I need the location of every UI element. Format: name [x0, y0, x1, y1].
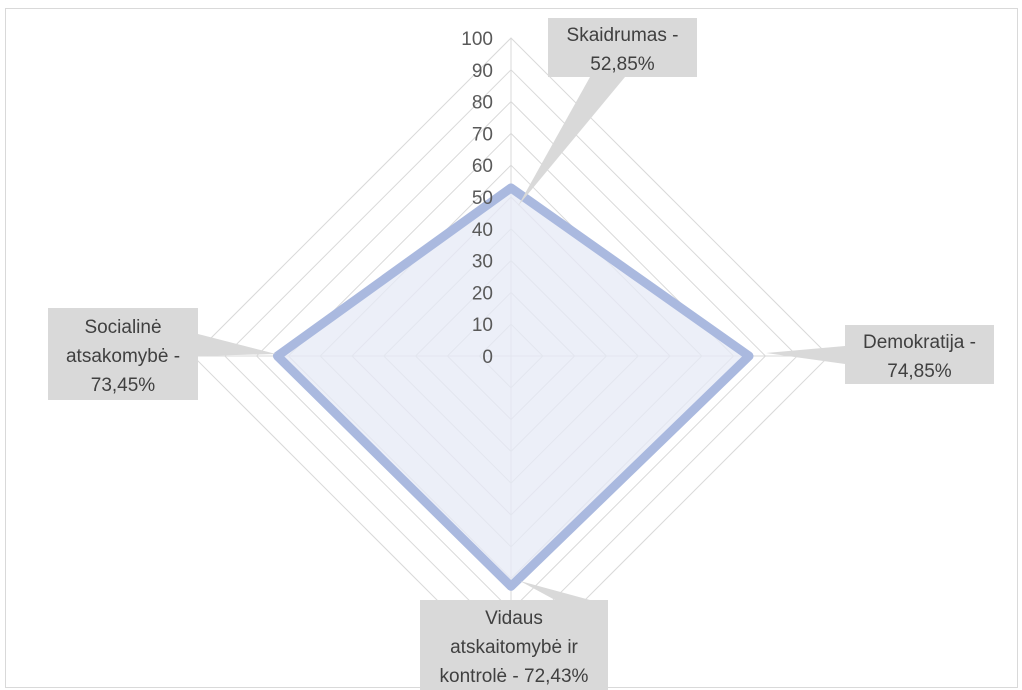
callout-pointer — [520, 581, 590, 600]
data-label-text: 73,45% — [91, 375, 156, 396]
tick-labels: 0 10 20 30 40 50 60 70 80 90 100 — [461, 29, 493, 368]
data-label-text: 74,85% — [887, 361, 952, 382]
tick-label: 10 — [472, 315, 493, 336]
tick-label: 0 — [482, 347, 493, 368]
callout-box — [845, 325, 994, 384]
data-label-text: Skaidrumas - — [567, 25, 679, 46]
tick-label: 100 — [461, 29, 493, 50]
data-label-text: atsakomybė - — [66, 346, 180, 367]
data-label-3: Vidaus atskaitomybė ir kontrolė - 72,43% — [420, 581, 608, 690]
tick-label: 60 — [472, 156, 493, 177]
callout-pointer — [198, 334, 276, 356]
tick-label: 50 — [472, 188, 493, 209]
data-label-text: kontrolė - 72,43% — [440, 666, 589, 687]
series — [272, 183, 754, 591]
callout-pointer — [518, 77, 625, 206]
data-label-text: 52,85% — [590, 54, 655, 75]
data-label-4: Socialinė atsakomybė - 73,45% — [48, 308, 276, 400]
tick-label: 90 — [472, 61, 493, 82]
tick-label: 70 — [472, 124, 493, 145]
series-polygon — [272, 183, 754, 591]
callout-box — [48, 308, 198, 400]
data-label-text: Socialinė — [84, 317, 161, 338]
tick-label: 40 — [472, 220, 493, 241]
data-label-2: Demokratija - 74,85% — [766, 325, 994, 384]
data-label-text: atskaitomybė ir — [450, 637, 578, 658]
callout-box — [420, 600, 608, 690]
tick-label: 80 — [472, 93, 493, 114]
tick-label: 30 — [472, 252, 493, 273]
data-label-text: Vidaus — [485, 608, 543, 629]
callout-pointer — [766, 346, 845, 364]
callout-box — [548, 18, 697, 77]
data-label-1: Skaidrumas - 52,85% — [518, 18, 697, 206]
tick-label: 20 — [472, 283, 493, 304]
data-label-text: Demokratija - — [863, 332, 976, 353]
data-labels: Skaidrumas - 52,85% Demokratija - 74,85% Vid… — [48, 18, 994, 690]
